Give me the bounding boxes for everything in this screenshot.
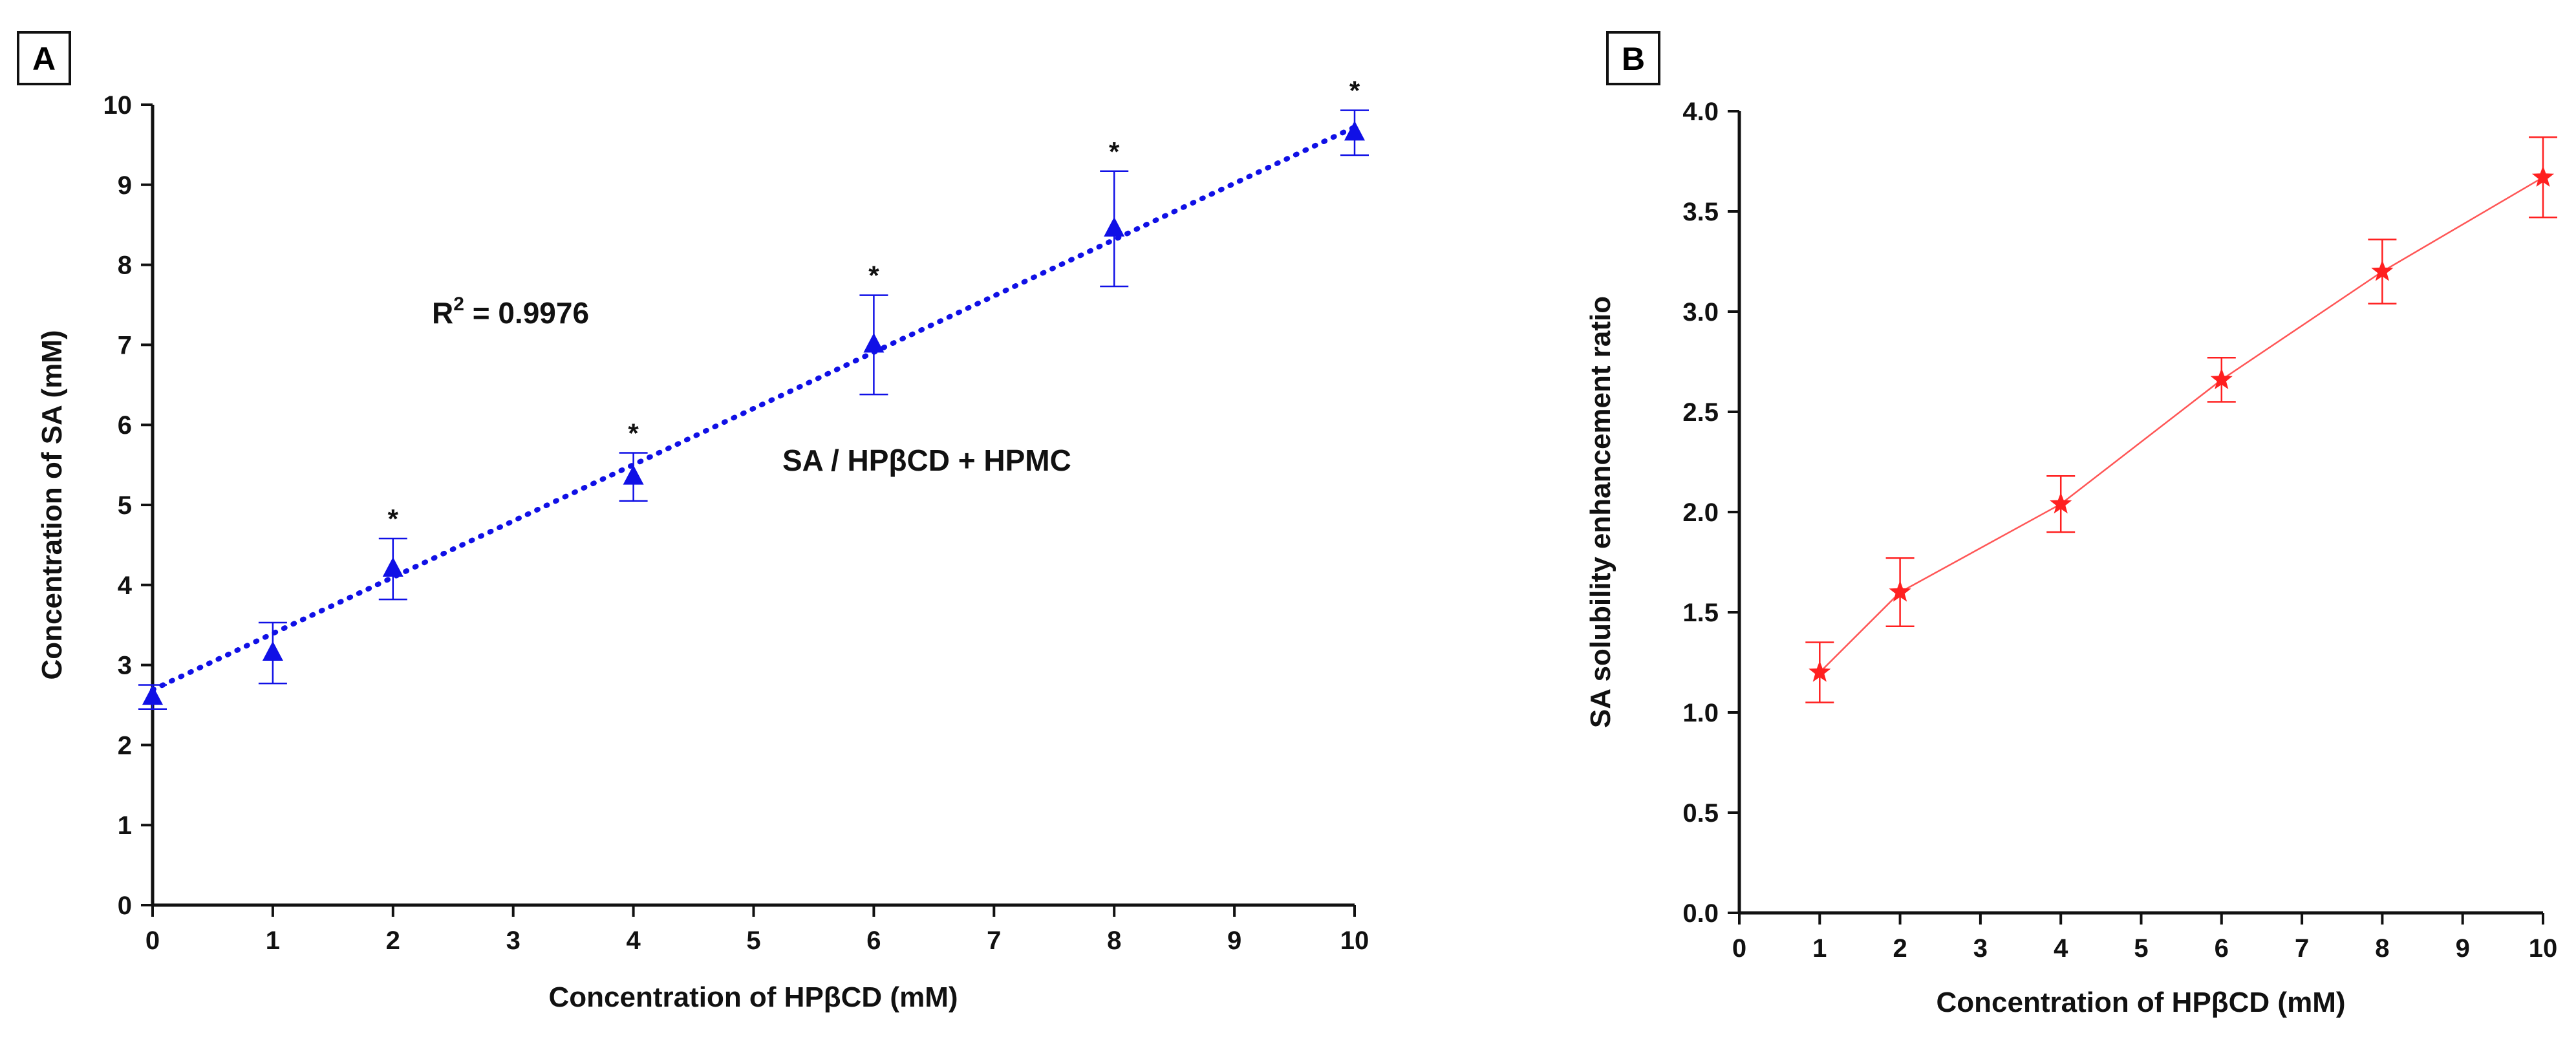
panel-a-significance-marker: * — [1109, 136, 1120, 167]
panel-b-x-tick-label: 4 — [2054, 934, 2068, 963]
panel-a-series: * * * * * — [138, 76, 1369, 710]
panel-a-trendline — [150, 124, 1357, 692]
panel-a-data-point — [262, 641, 283, 661]
panel-a: A 0 1 2 3 4 5 6 7 8 9 10 0 1 2 3 4 5 6 7 8 9 10 Concentration… — [17, 31, 1369, 1013]
panel-a-y-tick-label: 0 — [118, 892, 132, 920]
panel-a-x-tick-label: 5 — [746, 926, 760, 955]
panel-b-y-tick-label: 0.0 — [1682, 899, 1719, 928]
panel-a-x-tick-label: 9 — [1227, 926, 1241, 955]
panel-b-label: B — [1622, 41, 1645, 77]
panel-b-label-box — [1606, 31, 1660, 85]
panel-a-x-tick-label: 10 — [1340, 926, 1369, 955]
panel-a-y-tick-label: 3 — [118, 652, 132, 680]
panel-a-label: A — [32, 41, 56, 77]
panel-b-data-point — [2531, 166, 2555, 187]
panel-a-x-tick-label: 0 — [145, 926, 160, 955]
panel-a-x-axis-title: Concentration of HPβCD (mM) — [548, 981, 958, 1013]
panel-a-data-point — [623, 465, 644, 485]
panel-b-data-point — [2371, 260, 2394, 281]
r2-prefix: R — [432, 296, 453, 330]
panel-b-y-tick-label: 2.0 — [1682, 498, 1719, 527]
panel-b-y-tick-label: 0.5 — [1682, 799, 1719, 828]
panel-b-x-tick-label: 9 — [2456, 934, 2470, 963]
panel-a-y-tick-label: 1 — [118, 811, 132, 840]
panel-a-x-tick-label: 4 — [626, 926, 641, 955]
panel-a-x-tick-label: 3 — [506, 926, 521, 955]
panel-a-y-tick-label: 10 — [103, 91, 133, 120]
panel-b-x-tick-label: 1 — [1812, 934, 1827, 963]
panel-b-y-tick-label: 4.0 — [1682, 98, 1719, 126]
panel-a-x-tick-label: 8 — [1107, 926, 1121, 955]
panel-a-significance-marker: * — [628, 418, 639, 449]
panel-b-y-tick-label: 1.0 — [1682, 699, 1719, 727]
panel-b-series — [1805, 136, 2557, 703]
panel-b-data-point — [1889, 581, 1911, 602]
panel-a-ticks: 0 1 2 3 4 5 6 7 8 9 10 0 1 2 3 4 5 6 7 8 9 10 — [103, 91, 1369, 955]
panel-b-y-tick-label: 2.5 — [1682, 398, 1719, 427]
panel-a-data-point — [142, 685, 163, 705]
panel-a-data-point — [863, 333, 885, 353]
panel-b-data-point — [2210, 368, 2233, 389]
panel-b-x-axis-title: Concentration of HPβCD (mM) — [1936, 987, 2345, 1018]
panel-b-data-point — [2050, 492, 2072, 514]
panel-a-y-tick-label: 5 — [118, 491, 132, 520]
panel-b-ticks: 0 1 2 3 4 5 6 7 8 9 10 0.0 0.5 1.0 1.5 2.0 2.5 3.0 3.5 4.0 — [1682, 98, 2557, 963]
r2-exponent: 2 — [453, 294, 464, 315]
panel-a-y-tick-label: 7 — [118, 331, 132, 359]
panel-a-significance-marker: * — [388, 504, 399, 534]
panel-b-data-point — [1809, 661, 1831, 682]
panel-b-series-line — [1819, 176, 2544, 673]
panel-a-y-tick-label: 2 — [118, 731, 132, 760]
panel-a-label-box — [17, 31, 71, 85]
panel-b-x-tick-label: 0 — [1732, 934, 1746, 963]
r2-value: = 0.9976 — [464, 296, 589, 330]
panel-a-x-tick-label: 1 — [266, 926, 280, 955]
panel-a-y-tick-label: 6 — [118, 411, 132, 440]
panel-a-significance-marker: * — [868, 261, 879, 291]
panel-b-y-tick-label: 3.5 — [1682, 198, 1719, 226]
panel-a-significance-marker: * — [1349, 76, 1360, 106]
panel-b-x-tick-label: 3 — [1973, 934, 1988, 963]
panel-b-y-tick-label: 3.0 — [1682, 298, 1719, 326]
panel-b-y-axis-title: SA solubility enhancement ratio — [1585, 296, 1616, 728]
panel-b-x-tick-label: 8 — [2375, 934, 2389, 963]
panel-b-y-tick-label: 1.5 — [1682, 599, 1719, 627]
panel-a-y-tick-label: 9 — [118, 171, 132, 200]
panel-a-data-point — [1344, 120, 1365, 141]
panel-a-y-tick-label: 4 — [118, 572, 133, 600]
panel-b-x-tick-label: 5 — [2134, 934, 2148, 963]
panel-a-r2-annotation: R2 = 0.9976 — [432, 294, 589, 330]
panel-a-y-axis-title: Concentration of SA (mM) — [36, 330, 68, 680]
panel-a-y-tick-label: 8 — [118, 251, 132, 280]
panel-a-series-label: SA / HPβCD + HPMC — [782, 444, 1071, 477]
panel-b: B 0 1 2 3 4 5 6 7 8 9 10 0.0 0.5 1.0 1.5 2.0 2.5 3.0 3.5 4.… — [1585, 31, 2557, 1018]
panel-a-data-point — [1104, 217, 1125, 237]
panel-b-x-tick-label: 2 — [1893, 934, 1907, 963]
panel-a-x-tick-label: 6 — [866, 926, 881, 955]
panel-b-x-tick-label: 6 — [2215, 934, 2229, 963]
panel-a-x-tick-label: 7 — [987, 926, 1001, 955]
panel-b-x-tick-label: 7 — [2295, 934, 2309, 963]
panel-a-x-tick-label: 2 — [386, 926, 400, 955]
panel-a-data-point — [382, 557, 403, 577]
panel-b-x-tick-label: 10 — [2529, 934, 2558, 963]
